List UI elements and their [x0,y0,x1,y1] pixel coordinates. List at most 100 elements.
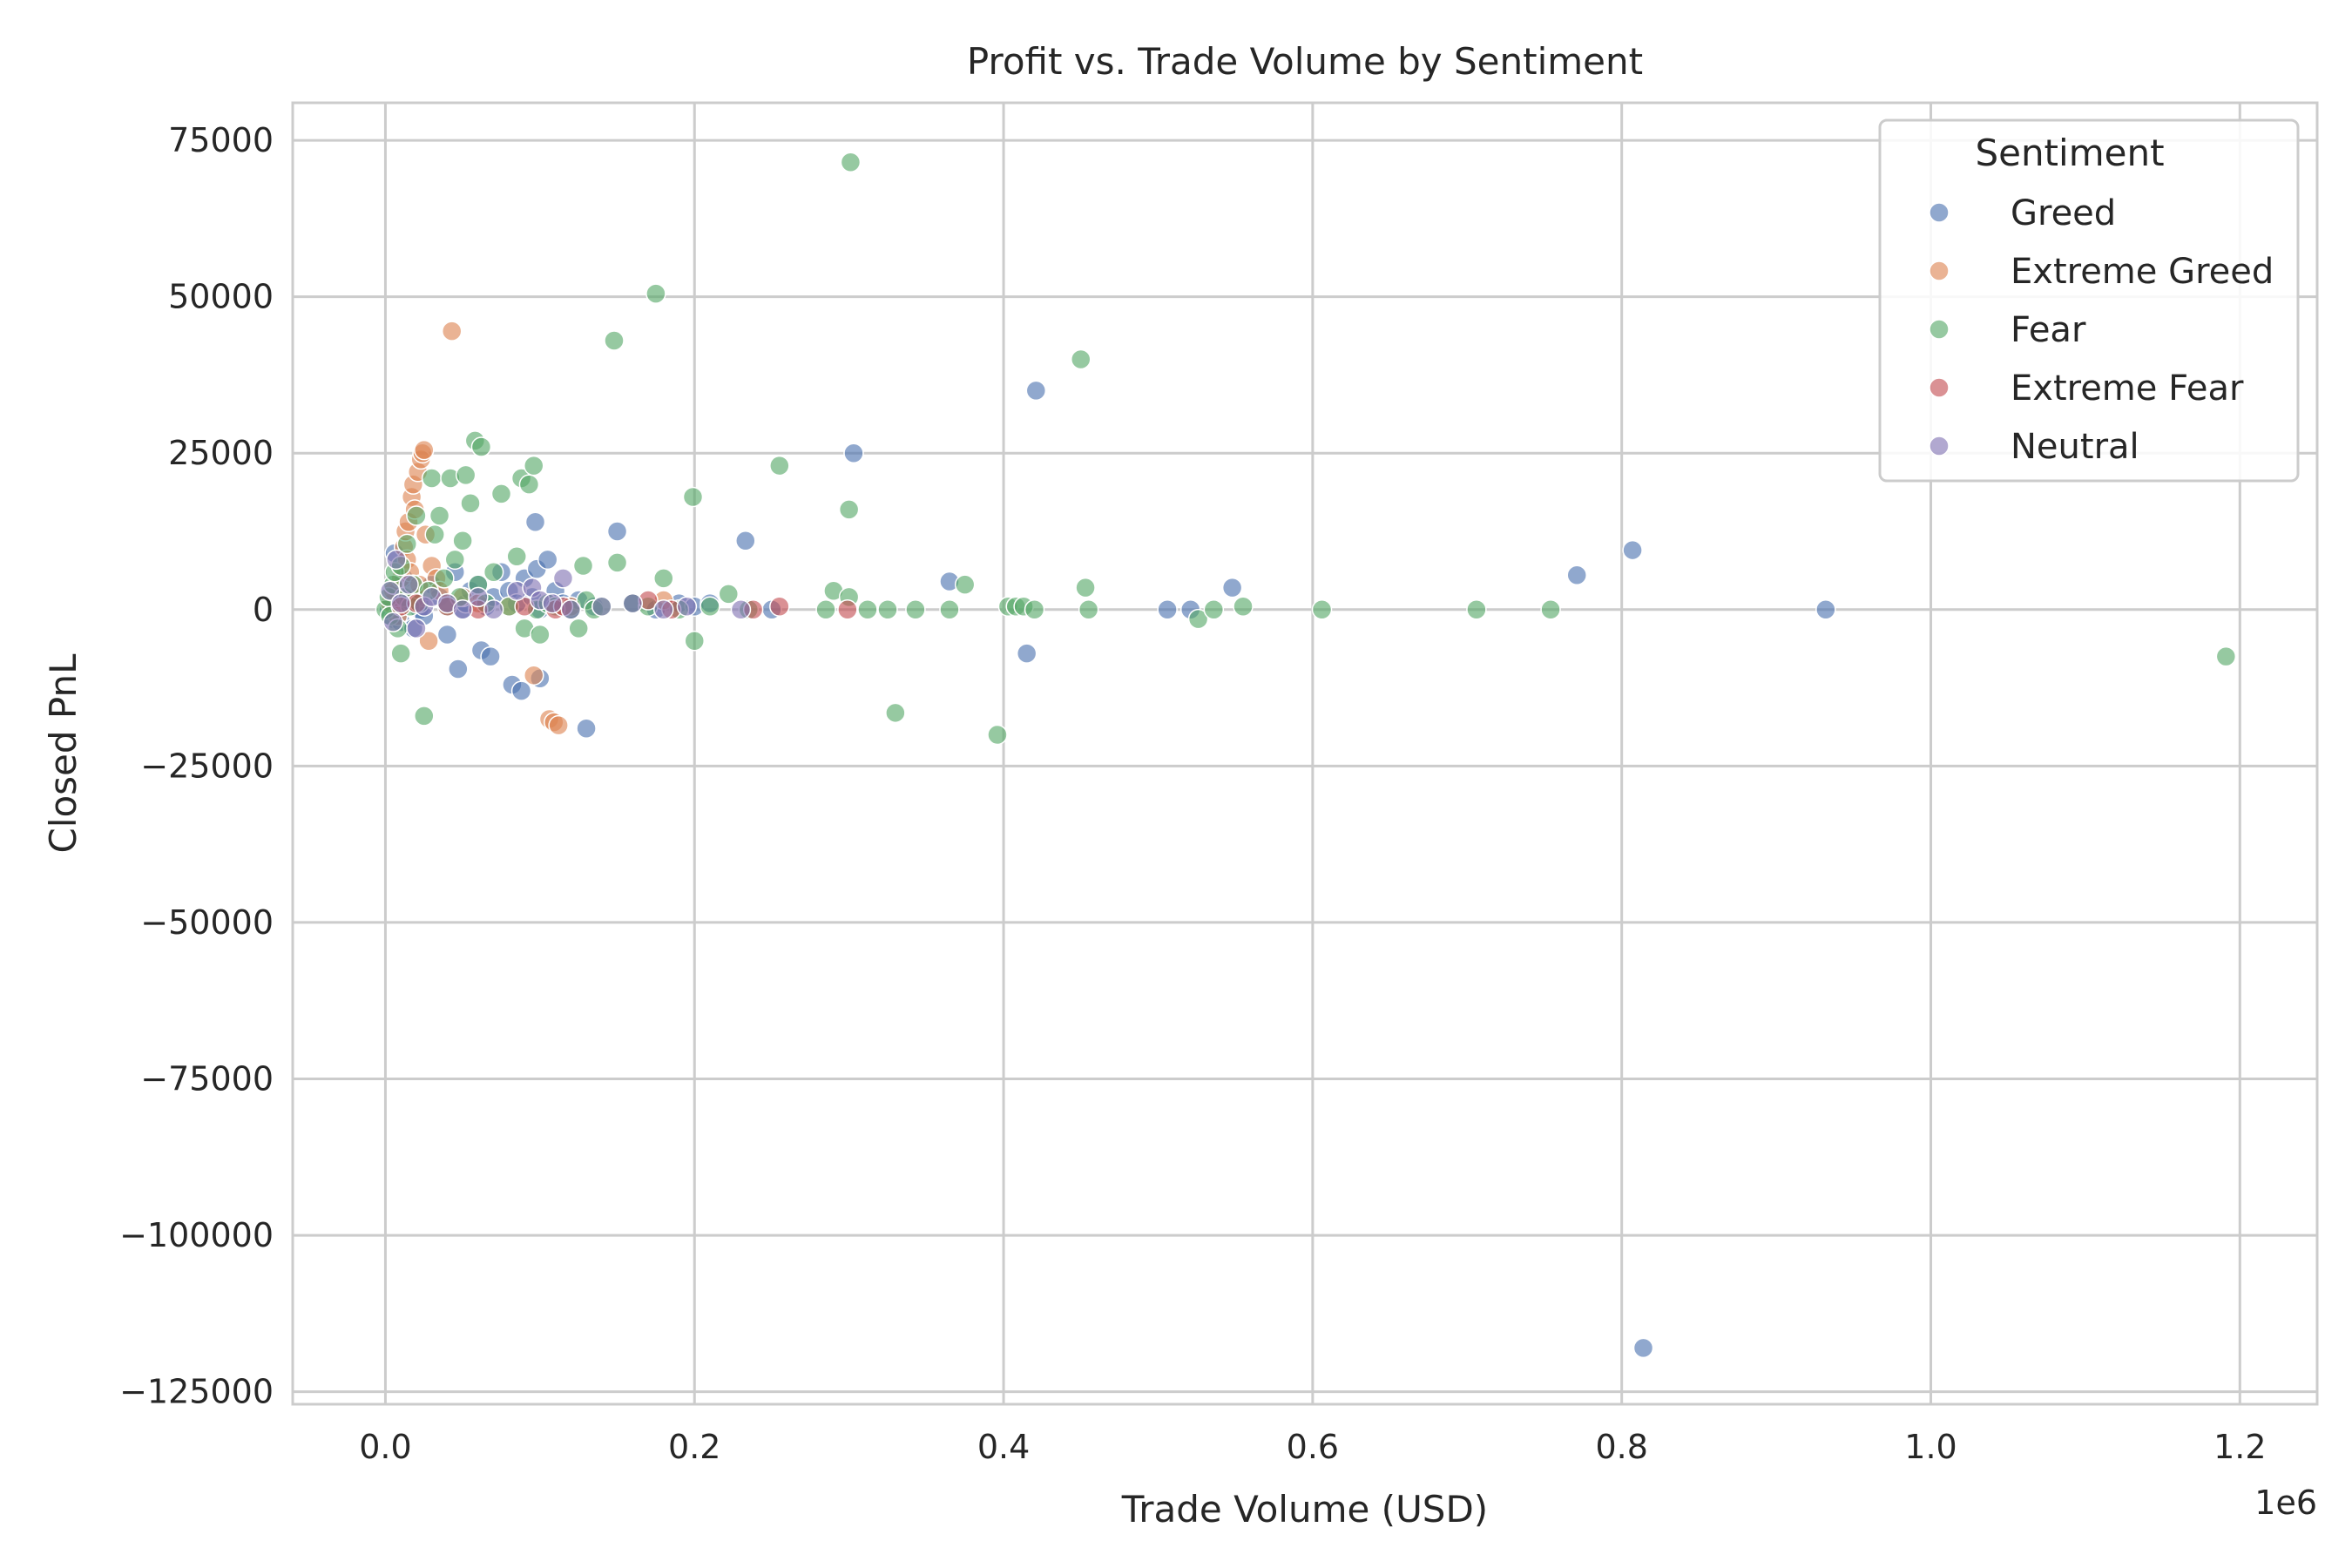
data-point [524,455,544,476]
data-point [480,645,501,667]
data-point [510,680,532,701]
data-point [622,592,644,614]
data-point [718,584,740,605]
x-tick-label: 0.4 [977,1428,1030,1466]
data-point [441,321,463,341]
data-point [1025,380,1047,402]
data-point [406,505,427,526]
data-point [769,596,790,617]
data-point [838,499,860,520]
data-point [684,630,706,652]
data-point [530,624,551,645]
data-point [735,531,756,551]
data-point [591,596,612,617]
data-point [421,468,443,489]
x-tick-label: 0.8 [1595,1428,1647,1466]
legend-box [1878,118,2300,483]
x-tick-label: 1.0 [1904,1428,1957,1466]
legend-label: Fear [2011,310,2086,350]
data-point [460,492,481,514]
data-point [414,439,435,461]
y-tick-label: 75000 [168,121,274,159]
x-tick-label: 0.0 [359,1428,411,1466]
data-point [700,596,720,617]
legend: Sentiment Greed Extreme Greed Fear Extreme … [1878,118,2300,483]
data-point [468,586,489,608]
data-point [506,545,527,567]
y-tick-label: −25000 [140,747,274,785]
data-point [537,549,558,571]
data-point [954,574,976,595]
data-point [987,724,1008,746]
data-point [939,599,960,620]
data-point [1016,643,1037,664]
data-point [1078,599,1099,620]
data-point [390,592,411,614]
data-point [455,464,476,486]
data-point [396,533,418,555]
data-point [1071,348,1092,370]
legend-marker [1929,436,1950,456]
data-point [436,624,458,645]
series-neutral [380,549,752,639]
data-point [568,618,589,639]
legend-title: Sentiment [1975,132,2164,174]
data-point [552,568,574,589]
data-point [414,706,435,727]
data-point [645,283,666,304]
data-point [470,436,492,457]
data-point [1075,577,1096,598]
data-point [576,718,597,740]
data-point [1466,599,1487,620]
data-point [1566,564,1587,586]
data-point [815,599,836,620]
legend-label: Greed [2011,193,2116,233]
data-point [2215,645,2237,667]
data-point [885,702,906,724]
data-point [386,549,407,571]
data-point [1221,577,1243,598]
plot-frame [291,101,2319,1406]
y-tick-label: −100000 [119,1216,274,1254]
data-point [518,474,540,495]
data-point [604,330,625,351]
y-tick-label: −125000 [119,1373,274,1411]
y-tick-label: 50000 [168,278,274,316]
grid [293,103,2317,1404]
data-point [434,568,455,589]
data-point [769,455,790,476]
data-point [1815,599,1836,620]
y-tick-label: 25000 [168,434,274,472]
x-tick-labels: 0.0 0.2 0.4 0.6 0.8 1.0 1.2 [359,1428,2266,1466]
data-point [560,599,582,620]
data-point [1024,599,1045,620]
data-point [548,714,569,736]
data-point [390,643,411,664]
data-point [1540,599,1561,620]
data-point [843,443,864,463]
data-point [524,665,544,686]
legend-label: Extreme Greed [2011,252,2274,292]
x-axis-offset-label: 1e6 [2254,1484,2317,1522]
x-axis-label: Trade Volume (USD) [1121,1488,1488,1531]
legend-marker [1929,319,1950,340]
data-point [840,152,862,172]
y-axis-label: Closed PnL [42,653,84,854]
data-point [676,596,698,617]
data-point [418,630,439,652]
x-tick-label: 1.2 [2213,1428,2266,1466]
data-point [857,599,878,620]
data-point [682,486,704,508]
data-point [730,599,752,620]
data-point [452,599,473,620]
data-point [483,599,504,620]
data-point [606,552,628,573]
data-point [1157,599,1178,620]
data-point [1632,1337,1654,1359]
x-tick-label: 0.2 [668,1428,720,1466]
y-tick-labels: −125000 −100000 −75000 −50000 −25000 0 25000 50… [119,121,274,1411]
data-point [1187,608,1209,630]
data-point [653,599,674,620]
legend-label: Extreme Fear [2011,368,2244,409]
